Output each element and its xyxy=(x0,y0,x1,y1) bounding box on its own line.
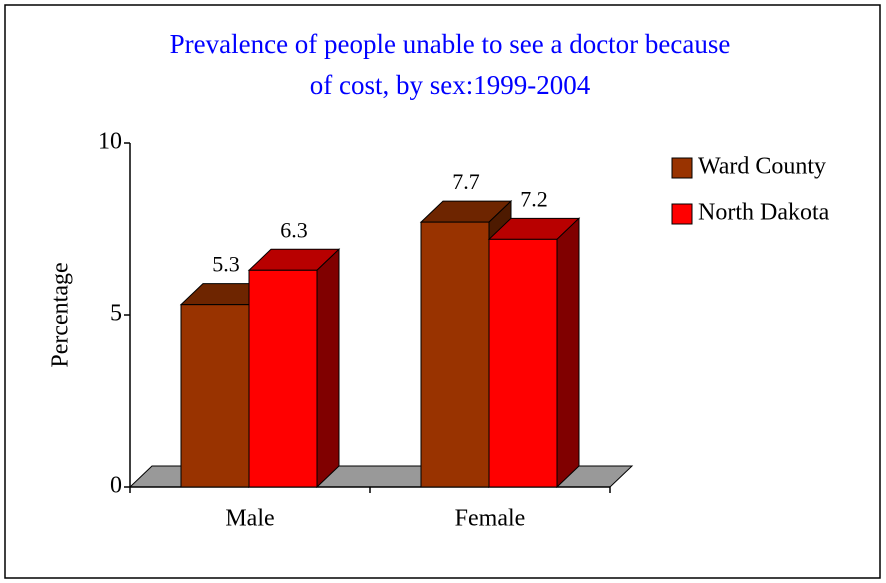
value-label: 6.3 xyxy=(280,217,308,242)
value-label: 7.2 xyxy=(520,186,548,211)
y-axis-label: Percentage xyxy=(48,262,74,367)
bar xyxy=(420,221,490,488)
legend-label: Ward County xyxy=(698,154,826,180)
value-label: 5.3 xyxy=(212,252,240,277)
bar xyxy=(248,269,318,488)
chart-title: Prevalence of people unable to see a doc… xyxy=(170,29,731,59)
y-tick-label: 5 xyxy=(110,301,122,327)
value-label: 7.7 xyxy=(452,169,480,194)
bar xyxy=(488,238,558,488)
y-tick-label: 10 xyxy=(98,129,122,155)
chart-title: of cost, by sex:1999-2004 xyxy=(310,70,591,100)
x-tick-label: Male xyxy=(225,506,274,532)
bar xyxy=(180,304,250,488)
bar-side xyxy=(316,248,340,489)
legend-swatch xyxy=(671,157,693,179)
bar-side xyxy=(556,217,580,489)
legend-label: North Dakota xyxy=(698,200,830,226)
y-tick-label: 0 xyxy=(110,473,122,499)
x-tick-label: Female xyxy=(455,506,526,532)
legend-swatch xyxy=(671,203,693,225)
